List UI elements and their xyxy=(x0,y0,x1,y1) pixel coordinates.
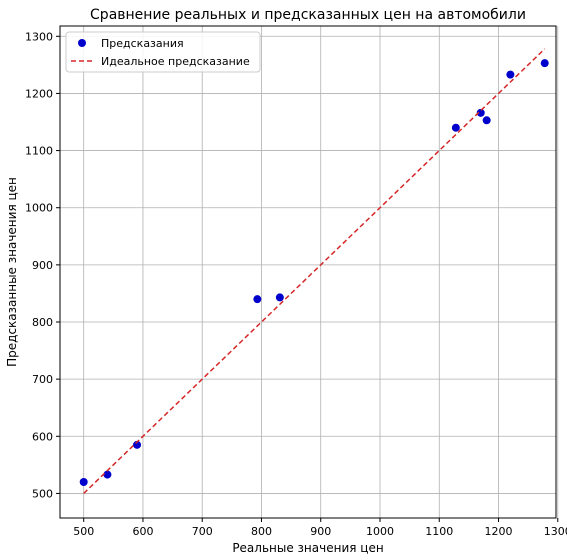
x-tick-label: 1300 xyxy=(544,525,567,538)
legend-entry: Идеальное предсказание xyxy=(101,55,250,68)
scatter-point xyxy=(482,116,491,125)
x-tick-label: 600 xyxy=(132,525,153,538)
scatter-point xyxy=(275,293,284,302)
ideal-line xyxy=(83,48,546,494)
legend-marker-scatter xyxy=(78,39,86,47)
scatter-point xyxy=(451,123,460,132)
y-tick-label: 900 xyxy=(32,259,53,272)
x-tick-label: 700 xyxy=(192,525,213,538)
y-tick-label: 700 xyxy=(32,373,53,386)
y-axis-label: Предсказанные значения цен xyxy=(5,177,19,367)
x-tick-label: 800 xyxy=(251,525,272,538)
scatter-point xyxy=(506,70,515,79)
scatter-point xyxy=(253,295,262,304)
scatter-point xyxy=(476,108,485,117)
y-tick-label: 1100 xyxy=(25,145,53,158)
y-tick-label: 1200 xyxy=(25,87,53,100)
y-axis: 500 600 700 800 900 1000 1100 1200 1300 xyxy=(25,30,60,500)
y-tick-label: 600 xyxy=(32,430,53,443)
y-tick-label: 1300 xyxy=(25,30,53,43)
x-tick-label: 900 xyxy=(310,525,331,538)
chart-title: Сравнение реальных и предсказанных цен н… xyxy=(90,7,526,23)
x-tick-label: 1000 xyxy=(366,525,394,538)
scatter-point xyxy=(540,59,549,68)
x-tick-label: 500 xyxy=(73,525,94,538)
scatter-point xyxy=(103,470,112,479)
scatter-point xyxy=(133,440,142,449)
plot-frame xyxy=(59,25,557,519)
legend-entry: Предсказания xyxy=(101,37,184,50)
legend: Предсказания Идеальное предсказание xyxy=(65,31,261,73)
scatter-point xyxy=(79,478,88,486)
y-tick-label: 1000 xyxy=(25,202,53,215)
x-tick-label: 1200 xyxy=(485,525,513,538)
plot-area xyxy=(79,48,549,494)
legend-box xyxy=(65,31,261,73)
x-tick-label: 1100 xyxy=(425,525,453,538)
x-axis: 500 600 700 800 900 1000 1100 1200 1300 xyxy=(73,518,567,538)
x-axis-label: Реальные значения цен xyxy=(232,541,383,555)
y-tick-label: 800 xyxy=(32,316,53,329)
y-tick-label: 500 xyxy=(32,487,53,500)
